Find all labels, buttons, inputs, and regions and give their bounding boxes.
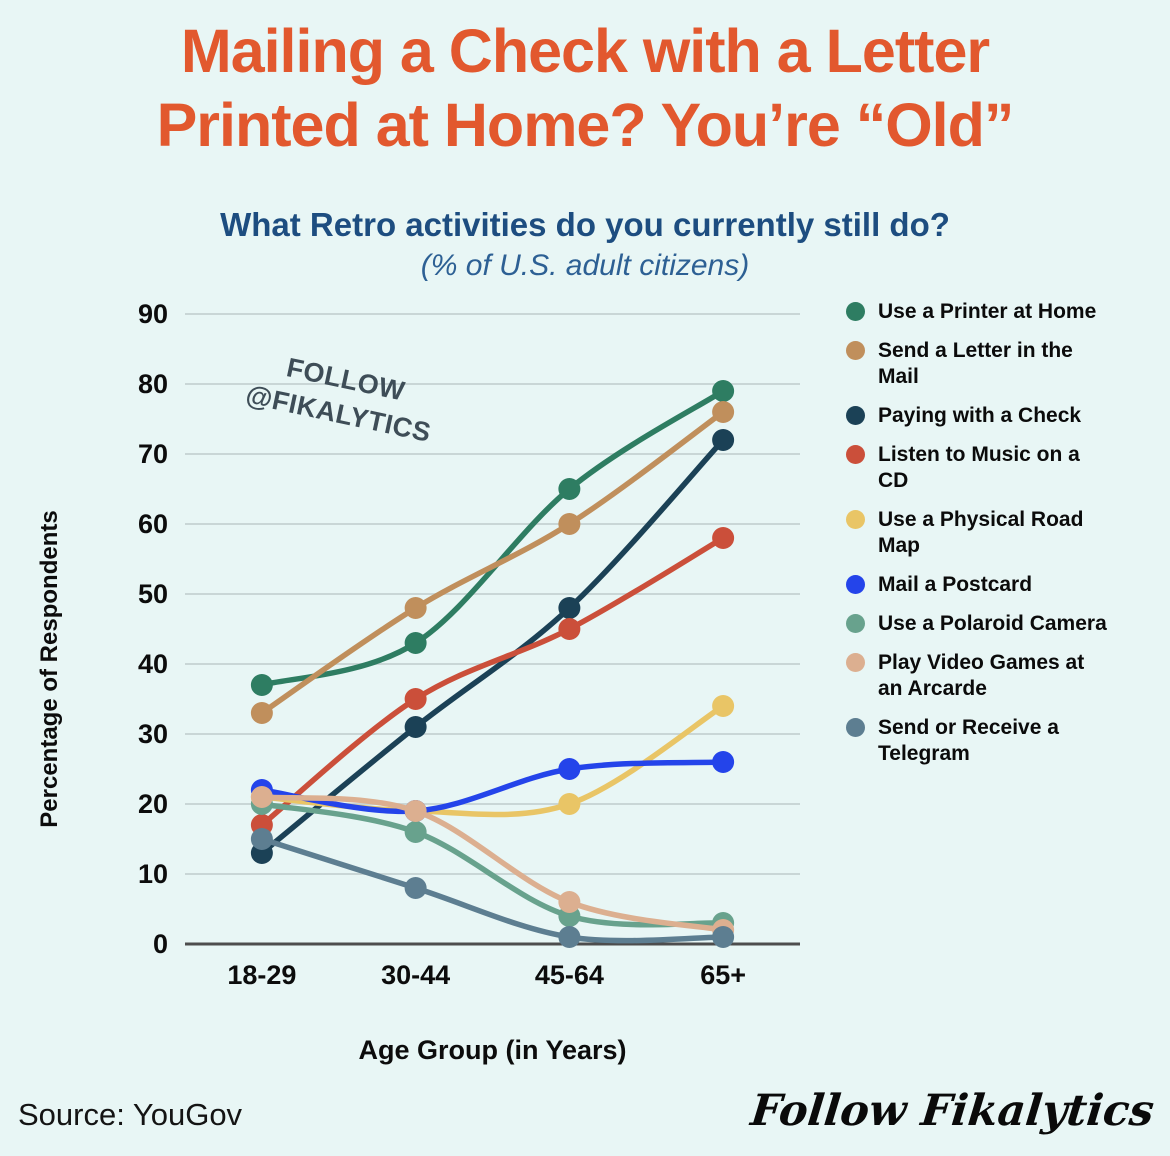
data-point-2-1 bbox=[404, 716, 427, 738]
legend-swatch-icon bbox=[846, 718, 865, 737]
chart-subtitle: (% of U.S. adult citizens) bbox=[420, 249, 750, 282]
data-point-7-2 bbox=[558, 891, 581, 913]
series-line-8 bbox=[259, 836, 726, 944]
data-point-3-3 bbox=[712, 527, 735, 549]
data-point-1-0 bbox=[250, 702, 273, 724]
legend-swatch-icon bbox=[846, 653, 865, 672]
x-tick-label: 45-64 bbox=[535, 960, 604, 990]
legend-label: Paying with a Check bbox=[878, 404, 1082, 427]
legend-item: Listen to Music on a CD bbox=[846, 442, 1156, 494]
data-point-1-1 bbox=[404, 597, 427, 619]
page-title-line1: Mailing a Check with a Letter bbox=[180, 17, 990, 85]
data-point-0-1 bbox=[404, 632, 427, 654]
y-tick-label: 0 bbox=[153, 929, 168, 959]
legend-label: Use a Polaroid Camera bbox=[878, 612, 1107, 635]
legend-label: Send or Receive a Telegram bbox=[878, 716, 1059, 765]
legend-label: Use a Physical Road Map bbox=[878, 508, 1084, 557]
data-point-3-1 bbox=[404, 688, 427, 710]
y-tick-label: 10 bbox=[138, 859, 168, 889]
series-line-1 bbox=[259, 409, 726, 716]
data-point-2-2 bbox=[558, 597, 581, 619]
series-line-3 bbox=[259, 535, 726, 828]
data-point-1-2 bbox=[558, 513, 581, 535]
brand-signature: Follow Fikalytics bbox=[748, 1086, 1157, 1136]
legend-swatch-icon bbox=[846, 445, 865, 464]
legend-label: Use a Printer at Home bbox=[878, 300, 1097, 323]
data-point-8-2 bbox=[558, 926, 581, 948]
source-credit: Source: YouGov bbox=[18, 1097, 243, 1132]
legend-item: Use a Physical Road Map bbox=[846, 507, 1156, 559]
data-point-7-0 bbox=[250, 786, 273, 808]
x-tick-label: 65+ bbox=[700, 960, 746, 990]
legend-item: Play Video Games at an Arcarde bbox=[846, 650, 1156, 702]
data-point-5-2 bbox=[558, 758, 581, 780]
chart-question: What Retro activities do you currently s… bbox=[220, 206, 950, 243]
data-point-4-2 bbox=[558, 793, 581, 815]
legend-swatch-icon bbox=[846, 510, 865, 529]
legend-swatch-icon bbox=[846, 341, 865, 360]
y-tick-label: 20 bbox=[138, 789, 168, 819]
legend-item: Use a Polaroid Camera bbox=[846, 611, 1156, 637]
series-line-5 bbox=[259, 759, 726, 815]
legend-item: Paying with a Check bbox=[846, 403, 1156, 429]
page-title-line2: Printed at Home? You’re “Old” bbox=[156, 91, 1015, 160]
page-title: Mailing a Check with a Letter Printed at… bbox=[0, 14, 1170, 163]
legend-label: Send a Letter in the Mail bbox=[878, 339, 1073, 388]
legend-label: Play Video Games at an Arcarde bbox=[878, 651, 1085, 700]
data-point-6-1 bbox=[404, 821, 427, 843]
series-line-0 bbox=[259, 388, 726, 688]
legend: Use a Printer at Home Send a Letter in th… bbox=[846, 299, 1156, 767]
y-tick-label: 40 bbox=[138, 649, 168, 679]
data-point-3-2 bbox=[558, 618, 581, 640]
x-tick-label: 18-29 bbox=[227, 960, 296, 990]
legend-item: Send or Receive a Telegram bbox=[846, 715, 1156, 767]
data-point-2-3 bbox=[712, 429, 735, 451]
y-tick-label: 30 bbox=[138, 719, 168, 749]
y-tick-label: 90 bbox=[138, 299, 168, 329]
data-point-5-3 bbox=[712, 751, 735, 773]
legend-item: Send a Letter in the Mail bbox=[846, 338, 1156, 390]
legend-label: Listen to Music on a CD bbox=[878, 443, 1080, 492]
x-tick-label: 30-44 bbox=[381, 960, 450, 990]
y-tick-label: 50 bbox=[138, 579, 168, 609]
y-axis-title: Percentage of Respondents bbox=[36, 510, 63, 827]
legend-label: Mail a Postcard bbox=[878, 573, 1033, 596]
y-tick-label: 80 bbox=[138, 369, 168, 399]
data-point-0-3 bbox=[712, 380, 735, 402]
data-point-0-0 bbox=[250, 674, 273, 696]
series-line-7 bbox=[259, 794, 726, 933]
legend-item: Use a Printer at Home bbox=[846, 299, 1156, 325]
x-axis-title: Age Group (in Years) bbox=[358, 1035, 626, 1065]
data-point-4-3 bbox=[712, 695, 735, 717]
data-point-7-1 bbox=[404, 800, 427, 822]
data-point-8-3 bbox=[712, 926, 735, 948]
legend-item: Mail a Postcard bbox=[846, 572, 1156, 598]
y-tick-label: 60 bbox=[138, 509, 168, 539]
legend-swatch-icon bbox=[846, 614, 865, 633]
data-point-1-3 bbox=[712, 401, 735, 423]
data-point-8-0 bbox=[250, 828, 273, 850]
series-line-6 bbox=[259, 801, 726, 928]
y-tick-label: 70 bbox=[138, 439, 168, 469]
line-chart: 0 10 20 30 40 50 60 70 80 90 18-29 30-44 45-64 65+ Age… bbox=[36, 299, 800, 1065]
data-point-0-2 bbox=[558, 478, 581, 500]
legend-swatch-icon bbox=[846, 575, 865, 594]
legend-swatch-icon bbox=[846, 302, 865, 321]
data-point-8-1 bbox=[404, 877, 427, 899]
legend-swatch-icon bbox=[846, 406, 865, 425]
